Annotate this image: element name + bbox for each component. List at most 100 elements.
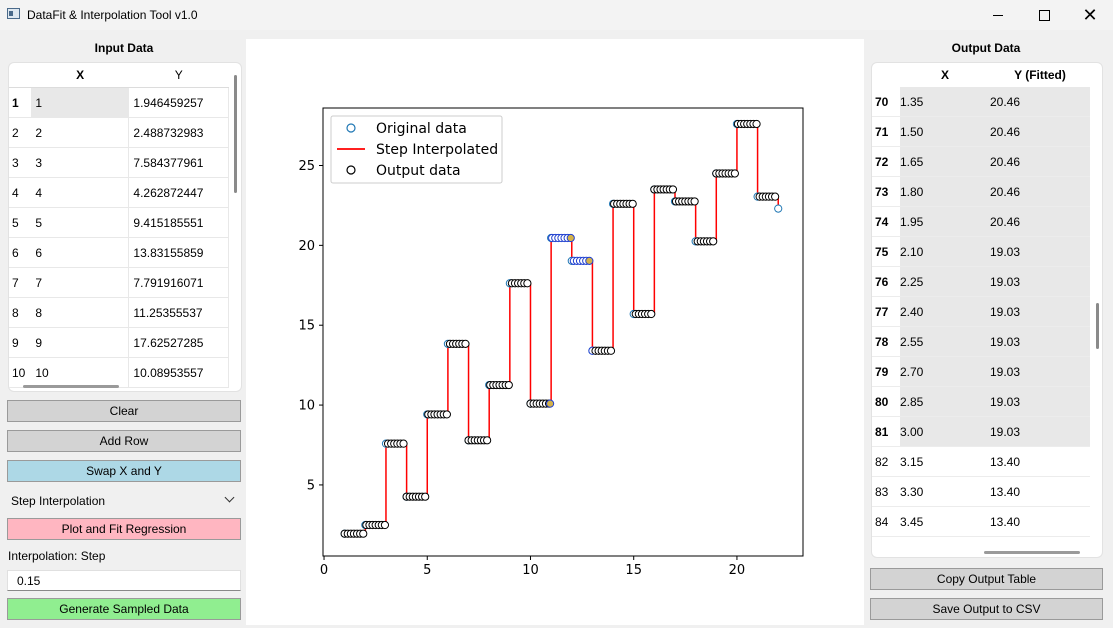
output-x-cell[interactable]: 1.80: [900, 176, 990, 207]
out-corner-header[interactable]: [872, 63, 900, 87]
output-y-cell[interactable]: 20.46: [990, 176, 1090, 207]
input-x-cell[interactable]: 5: [31, 207, 130, 238]
output-y-cell[interactable]: 13.40: [990, 506, 1090, 537]
clear-button[interactable]: Clear: [7, 400, 241, 422]
output-row-header[interactable]: 71: [872, 116, 900, 147]
table-row[interactable]: 80 2.85 19.03: [872, 386, 1090, 417]
table-row[interactable]: 8 8 11.25355537: [9, 297, 229, 328]
close-button[interactable]: ✕: [1067, 0, 1113, 30]
copy-output-button[interactable]: Copy Output Table: [870, 568, 1103, 590]
output-x-cell[interactable]: 2.55: [900, 326, 990, 357]
output-y-cell[interactable]: 19.03: [990, 356, 1090, 387]
add-row-button[interactable]: Add Row: [7, 430, 241, 452]
output-y-cell[interactable]: 19.03: [990, 236, 1090, 267]
output-x-cell[interactable]: 2.40: [900, 296, 990, 327]
table-row[interactable]: 78 2.55 19.03: [872, 326, 1090, 357]
maximize-button[interactable]: [1021, 0, 1067, 30]
output-y-cell[interactable]: 19.03: [990, 266, 1090, 297]
output-y-cell[interactable]: 19.03: [990, 296, 1090, 327]
table-row[interactable]: 70 1.35 20.46: [872, 87, 1090, 117]
input-y-cell[interactable]: 7.584377961: [128, 147, 229, 178]
table-row[interactable]: 5 5 9.415185551: [9, 207, 229, 238]
output-row-header[interactable]: 80: [872, 386, 900, 417]
table-row[interactable]: 81 3.00 19.03: [872, 416, 1090, 447]
output-x-cell[interactable]: 3.00: [900, 416, 990, 447]
plot-fit-button[interactable]: Plot and Fit Regression: [7, 518, 241, 540]
row-header[interactable]: 9: [9, 327, 32, 358]
output-row-header[interactable]: 72: [872, 146, 900, 177]
input-y-cell[interactable]: 13.83155859: [128, 237, 229, 268]
output-table[interactable]: X Y (Fitted) 70 1.35 20.46 71 1.50 20.46 72 1.6…: [871, 62, 1103, 558]
output-x-cell[interactable]: 2.70: [900, 356, 990, 387]
output-y-cell[interactable]: 13.40: [990, 476, 1090, 507]
row-header[interactable]: 7: [9, 267, 32, 298]
input-col-x-header[interactable]: X: [31, 63, 129, 88]
table-row[interactable]: 1 1 1.946459257: [9, 87, 229, 118]
minimize-button[interactable]: [975, 0, 1021, 30]
output-x-cell[interactable]: 2.10: [900, 236, 990, 267]
output-row-header[interactable]: 74: [872, 206, 900, 237]
input-y-cell[interactable]: 7.791916071: [128, 267, 229, 298]
table-row[interactable]: 71 1.50 20.46: [872, 116, 1090, 147]
corner-header[interactable]: [9, 63, 32, 88]
input-x-cell[interactable]: 1: [31, 87, 130, 118]
input-horizontal-scrollbar[interactable]: [23, 385, 119, 388]
table-row[interactable]: 10 10 10.08953557: [9, 357, 229, 388]
input-x-cell[interactable]: 4: [31, 177, 130, 208]
table-row[interactable]: 75 2.10 19.03: [872, 236, 1090, 267]
output-row-header[interactable]: 75: [872, 236, 900, 267]
table-row[interactable]: 4 4 4.262872447: [9, 177, 229, 208]
output-y-cell[interactable]: 20.46: [990, 87, 1090, 117]
row-header[interactable]: 8: [9, 297, 32, 328]
table-row[interactable]: 77 2.40 19.03: [872, 296, 1090, 327]
output-y-cell[interactable]: 13.40: [990, 446, 1090, 477]
input-x-cell[interactable]: 10: [31, 357, 130, 388]
output-row-header[interactable]: 79: [872, 356, 900, 387]
output-y-cell[interactable]: 19.03: [990, 326, 1090, 357]
table-row[interactable]: 74 1.95 20.46: [872, 206, 1090, 237]
generate-sampled-button[interactable]: Generate Sampled Data: [7, 598, 241, 620]
row-header[interactable]: 6: [9, 237, 32, 268]
row-header[interactable]: 2: [9, 117, 32, 148]
output-x-cell[interactable]: 2.85: [900, 386, 990, 417]
table-row[interactable]: 7 7 7.791916071: [9, 267, 229, 298]
output-vertical-scrollbar[interactable]: [1096, 303, 1099, 349]
table-row[interactable]: 9 9 17.62527285: [9, 327, 229, 358]
output-row-header[interactable]: 77: [872, 296, 900, 327]
output-y-cell[interactable]: 19.03: [990, 386, 1090, 417]
step-size-input[interactable]: [15, 571, 239, 591]
input-x-cell[interactable]: 9: [31, 327, 130, 358]
swap-xy-button[interactable]: Swap X and Y: [7, 460, 241, 482]
table-row[interactable]: 72 1.65 20.46: [872, 146, 1090, 177]
table-row[interactable]: 76 2.25 19.03: [872, 266, 1090, 297]
output-row-header[interactable]: 83: [872, 476, 900, 507]
output-x-cell[interactable]: 1.95: [900, 206, 990, 237]
table-row[interactable]: 82 3.15 13.40: [872, 446, 1090, 477]
output-row-header[interactable]: 84: [872, 506, 900, 537]
input-x-cell[interactable]: 3: [31, 147, 130, 178]
table-row[interactable]: 83 3.30 13.40: [872, 476, 1090, 507]
table-row[interactable]: 3 3 7.584377961: [9, 147, 229, 178]
input-y-cell[interactable]: 9.415185551: [128, 207, 229, 238]
table-row[interactable]: 6 6 13.83155859: [9, 237, 229, 268]
row-header[interactable]: 4: [9, 177, 32, 208]
output-x-cell[interactable]: 3.45: [900, 506, 990, 537]
output-row-header[interactable]: 78: [872, 326, 900, 357]
output-row-header[interactable]: 70: [872, 87, 900, 117]
output-col-x-header[interactable]: X: [940, 68, 949, 82]
output-y-cell[interactable]: 20.46: [990, 116, 1090, 147]
input-x-cell[interactable]: 2: [31, 117, 130, 148]
input-y-cell[interactable]: 1.946459257: [128, 87, 229, 118]
output-row-header[interactable]: 76: [872, 266, 900, 297]
output-x-cell[interactable]: 1.35: [900, 87, 990, 117]
output-y-cell[interactable]: 19.03: [990, 416, 1090, 447]
step-size-field[interactable]: [7, 570, 241, 591]
output-x-cell[interactable]: 3.30: [900, 476, 990, 507]
row-header[interactable]: 3: [9, 147, 32, 178]
output-row-header[interactable]: 81: [872, 416, 900, 447]
output-horizontal-scrollbar[interactable]: [984, 551, 1080, 554]
output-row-header[interactable]: 73: [872, 176, 900, 207]
output-y-cell[interactable]: 20.46: [990, 206, 1090, 237]
input-y-cell[interactable]: 4.262872447: [128, 177, 229, 208]
table-row[interactable]: 79 2.70 19.03: [872, 356, 1090, 387]
